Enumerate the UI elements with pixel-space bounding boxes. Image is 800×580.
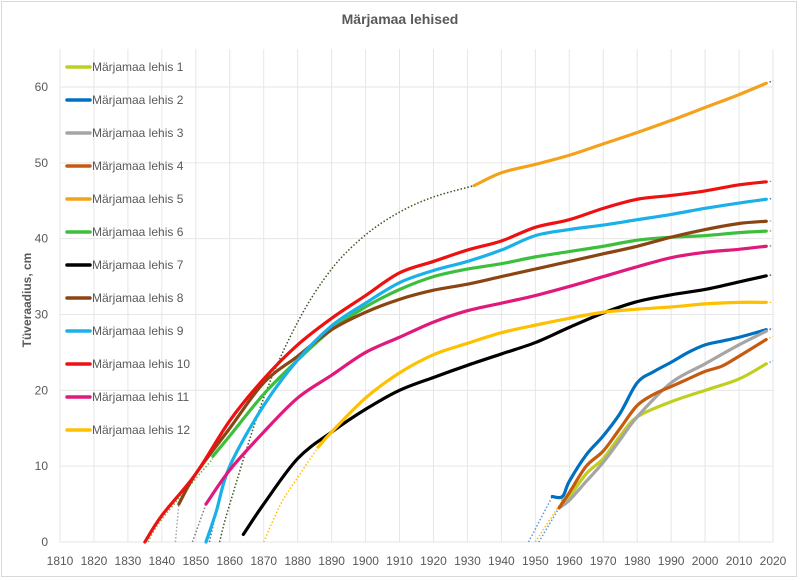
legend-label: Märjamaa lehis 6 (92, 225, 184, 239)
chart-title: Märjamaa lehised (341, 11, 459, 27)
y-tick-label: 50 (35, 156, 49, 170)
series-line (557, 329, 768, 510)
trendline (534, 499, 564, 543)
x-tick-label: 1850 (182, 554, 209, 568)
legend-item[interactable]: Märjamaa lehis 2 (65, 93, 184, 107)
legend-item[interactable]: Märjamaa lehis 6 (65, 225, 184, 239)
x-axis-ticks: 1810 1820 1830 1840 1850 1860 1870 1880 1890 1900… (47, 554, 787, 568)
legend-label: Märjamaa lehis 3 (92, 126, 184, 140)
x-tick-label: 1920 (420, 554, 447, 568)
legend-label: Märjamaa lehis 7 (92, 258, 184, 272)
series-line (143, 180, 768, 544)
x-tick-label: 1930 (454, 554, 481, 568)
x-tick-label: 1870 (250, 554, 277, 568)
legend: Märjamaa lehis 1 Märjamaa lehis 2 Märjamaa… (65, 60, 190, 437)
x-tick-label: 1840 (149, 554, 176, 568)
x-tick-label: 1940 (488, 554, 515, 568)
legend-label: Märjamaa lehis 11 (92, 390, 189, 404)
x-tick-label: 2010 (726, 554, 753, 568)
y-axis-ticks: 0 10 20 30 40 50 60 (35, 80, 49, 549)
series-line (316, 300, 768, 449)
series-lines (143, 81, 768, 544)
legend-label: Märjamaa lehis 4 (92, 159, 184, 173)
trendline (191, 503, 207, 543)
legend-item[interactable]: Märjamaa lehis 7 (65, 258, 184, 272)
trendline (218, 184, 475, 543)
trendline (527, 496, 553, 543)
legend-label: Märjamaa lehis 10 (92, 357, 190, 371)
y-tick-label: 20 (35, 383, 49, 397)
x-tick-label: 2000 (692, 554, 719, 568)
legend-label: Märjamaa lehis 1 (92, 60, 184, 74)
trendline (174, 504, 180, 543)
series-line (472, 81, 768, 188)
x-tick-label: 1960 (556, 554, 583, 568)
series-line (550, 328, 768, 500)
series-line (560, 362, 768, 502)
legend-item[interactable]: Märjamaa lehis 5 (65, 192, 184, 206)
x-tick-label: 1910 (386, 554, 413, 568)
x-tick-label: 1970 (590, 554, 617, 568)
legend-item[interactable]: Märjamaa lehis 3 (65, 126, 184, 140)
legend-item[interactable]: Märjamaa lehis 8 (65, 291, 184, 305)
y-tick-label: 60 (35, 80, 49, 94)
legend-item[interactable]: Märjamaa lehis 9 (65, 324, 184, 338)
legend-item[interactable]: Märjamaa lehis 1 (65, 60, 184, 74)
x-tick-label: 1900 (352, 554, 379, 568)
y-tick-label: 40 (35, 232, 49, 246)
legend-label: Märjamaa lehis 9 (92, 324, 184, 338)
legend-item[interactable]: Märjamaa lehis 11 (65, 390, 189, 404)
series-line (204, 197, 768, 544)
x-tick-label: 1830 (115, 554, 142, 568)
legend-label: Märjamaa lehis 12 (92, 423, 190, 437)
series-line (241, 274, 768, 537)
legend-item[interactable]: Märjamaa lehis 12 (65, 423, 190, 437)
legend-label: Märjamaa lehis 2 (92, 93, 184, 107)
x-tick-label: 1880 (284, 554, 311, 568)
x-tick-label: 1820 (81, 554, 108, 568)
series-line (177, 219, 768, 506)
legend-label: Märjamaa lehis 5 (92, 192, 184, 206)
legend-item[interactable]: Märjamaa lehis 10 (65, 357, 190, 371)
legend-item[interactable]: Märjamaa lehis 4 (65, 159, 184, 173)
y-tick-label: 30 (35, 308, 49, 322)
x-tick-label: 1860 (216, 554, 243, 568)
trendline (147, 458, 214, 543)
trendline (263, 446, 319, 543)
x-tick-label: 1890 (318, 554, 345, 568)
x-tick-label: 1810 (47, 554, 74, 568)
series-line (557, 337, 768, 510)
x-tick-label: 2020 (760, 554, 787, 568)
legend-label: Märjamaa lehis 8 (92, 291, 184, 305)
series-line (204, 244, 768, 506)
y-tick-label: 10 (35, 459, 49, 473)
series-line (211, 229, 768, 458)
x-tick-label: 1950 (522, 554, 549, 568)
x-tick-label: 1990 (658, 554, 685, 568)
x-tick-label: 1980 (624, 554, 651, 568)
trendline (538, 507, 560, 543)
y-tick-label: 0 (41, 535, 48, 549)
